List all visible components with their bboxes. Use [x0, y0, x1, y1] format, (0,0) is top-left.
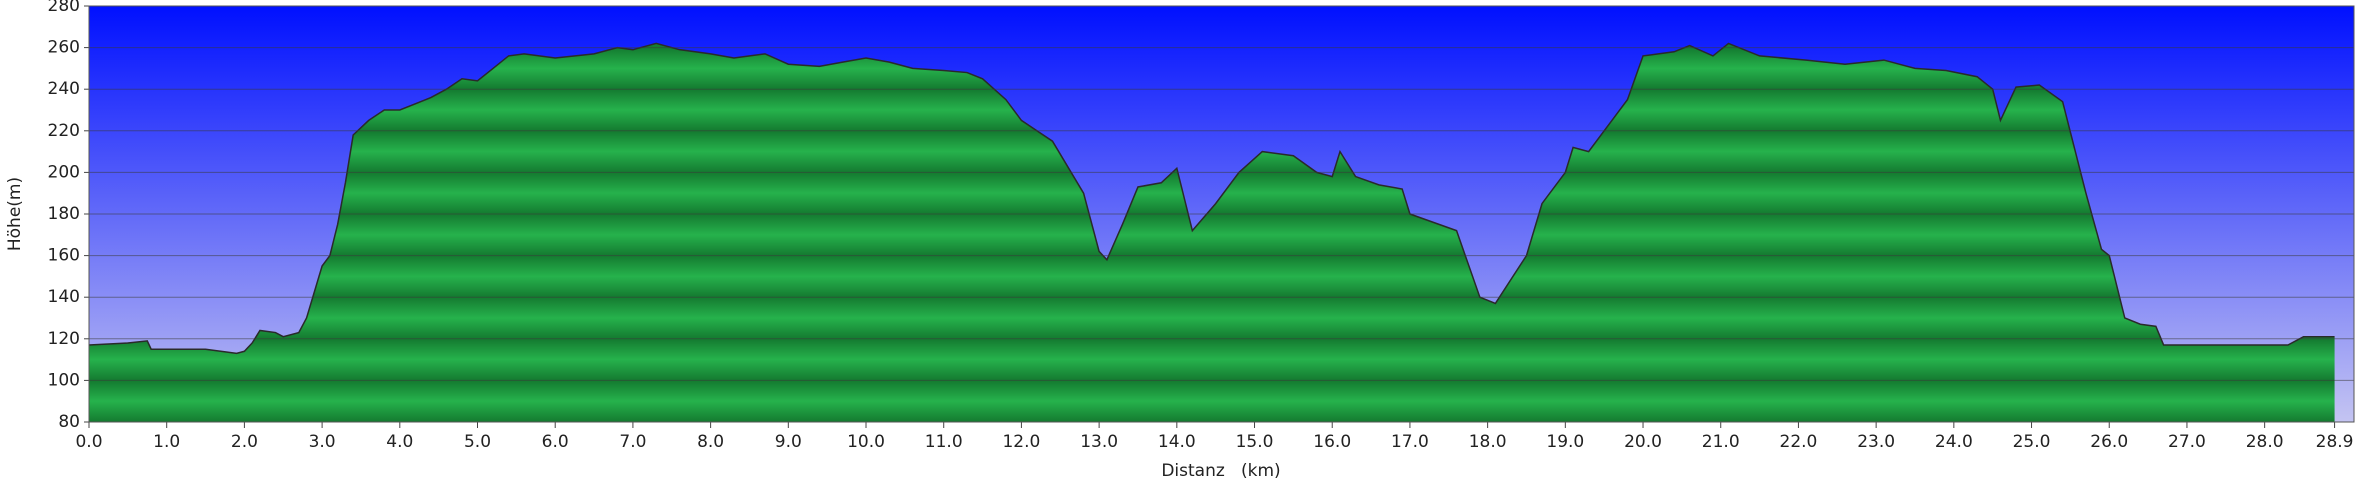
x-tick-label: 10.0: [847, 432, 885, 452]
x-axis-title: Distanz (km): [1161, 461, 1280, 481]
x-tick-label: 23.0: [1857, 432, 1895, 452]
x-tick-label: 26.0: [2090, 432, 2128, 452]
x-tick-label: 21.0: [1702, 432, 1740, 452]
x-tick-label: 9.0: [775, 432, 802, 452]
plot-frame: [88, 5, 2355, 423]
x-tick-label: 28.9: [2316, 432, 2354, 452]
elevation-area: [89, 43, 2335, 422]
x-tick-label: 11.0: [925, 432, 963, 452]
y-tick-label: 80: [58, 412, 80, 432]
x-tick-label: 3.0: [309, 432, 336, 452]
x-tick-label: 12.0: [1002, 432, 1040, 452]
x-tick-label: 20.0: [1624, 432, 1662, 452]
y-axis-title: Höhe(m): [5, 177, 25, 251]
x-tick-label: 13.0: [1080, 432, 1118, 452]
x-tick-label: 14.0: [1158, 432, 1196, 452]
y-tick-label: 180: [48, 204, 80, 224]
x-tick-label: 22.0: [1780, 432, 1818, 452]
x-tick-label: 17.0: [1391, 432, 1429, 452]
x-tick-label: 25.0: [2013, 432, 2051, 452]
x-tick-label: 18.0: [1469, 432, 1507, 452]
x-tick-label: 7.0: [619, 432, 646, 452]
x-tick-label: 5.0: [464, 432, 491, 452]
x-tick-label: 24.0: [1935, 432, 1973, 452]
y-tick-label: 240: [48, 79, 80, 99]
y-tick-label: 260: [48, 38, 80, 58]
y-tick-label: 200: [48, 162, 80, 182]
y-tick-label: 220: [48, 121, 80, 141]
y-tick-label: 160: [48, 246, 80, 266]
x-tick-label: 19.0: [1546, 432, 1584, 452]
x-tick-label: 15.0: [1236, 432, 1274, 452]
x-tick-label: 0.0: [75, 432, 102, 452]
x-tick-label: 1.0: [153, 432, 180, 452]
y-tick-label: 120: [48, 329, 80, 349]
elevation-line: [88, 42, 2335, 355]
y-tick-label: 280: [48, 0, 80, 16]
x-tick-label: 4.0: [386, 432, 413, 452]
x-tick-label: 28.0: [2246, 432, 2284, 452]
x-tick-label: 8.0: [697, 432, 724, 452]
y-tick-label: 100: [48, 370, 80, 390]
x-tick-label: 2.0: [231, 432, 258, 452]
y-tick-label: 140: [48, 287, 80, 307]
x-tick-label: 27.0: [2168, 432, 2206, 452]
x-tick-label: 6.0: [542, 432, 569, 452]
x-tick-label: 16.0: [1313, 432, 1351, 452]
